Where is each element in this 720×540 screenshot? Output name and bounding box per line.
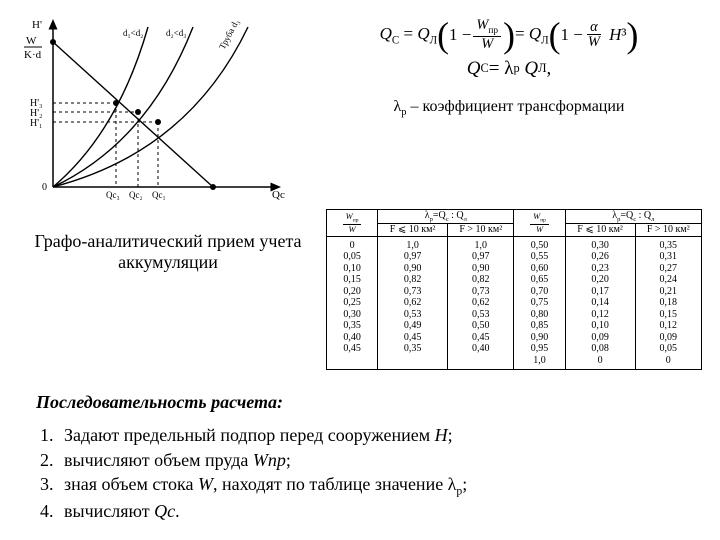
steps-list: Задают предельный подпор перед сооружени…	[36, 423, 702, 523]
table-row: 0,400,450,450,900,090,09	[327, 332, 702, 344]
table-row: 0,250,620,620,750,140,18	[327, 297, 702, 309]
table-row: 1,000	[327, 355, 702, 370]
table-row: 0,150,820,820,650,200,24	[327, 274, 702, 286]
svg-text:Qc₁: Qc₁	[152, 190, 166, 200]
svg-text:d₁<d₂: d₁<d₂	[123, 28, 143, 38]
table-row: 0,450,350,400,950,080,05	[327, 343, 702, 355]
step-1: Задают предельный подпор перед сооружени…	[58, 423, 702, 447]
y-axis-top: H'	[32, 19, 42, 31]
graph-svg: 0 H' W K·d Qc d₁<d₂ d₂<d₃ Труба d₃	[18, 12, 288, 202]
sequence-title: Последовательность расчета:	[36, 392, 702, 413]
col-sub-a: F ⩽ 10 км²	[378, 224, 448, 237]
formula-main: QC = QЛ ( 1 − WпрW ) = QЛ ( 1 − αW H³ )	[316, 18, 702, 52]
step-4: вычисляют Qс.	[58, 499, 702, 523]
col-sub-b: F > 10 км²	[448, 224, 514, 237]
svg-text:d₂<d₃: d₂<d₃	[166, 28, 186, 38]
formula-second: QC = λр QЛ ,	[316, 58, 702, 80]
svg-text:Qc₃: Qc₃	[106, 190, 120, 200]
table-row: 0,050,970,970,550,260,31	[327, 251, 702, 263]
y-label-kd: K·d	[24, 49, 42, 61]
table-row: 01,01,00,500,300,35	[327, 236, 702, 251]
table-panel: WпрW λp=Qc : Qл WпрW λp=Qc : Qл F ⩽ 10 к…	[326, 209, 702, 370]
origin-label: 0	[42, 182, 47, 193]
table-row: 0,350,490,500,850,100,12	[327, 320, 702, 332]
y-label-w: W	[26, 35, 37, 47]
svg-text:Труба d₃: Труба d₃	[217, 18, 241, 51]
table-row: 0,100,900,900,600,230,27	[327, 263, 702, 275]
col-sub-b2: F > 10 км²	[635, 224, 701, 237]
x-axis-label: Qc	[272, 189, 285, 201]
caption-left: Графо-аналитический прием учета аккумуля…	[18, 209, 326, 370]
col-sub-a2: F ⩽ 10 км²	[565, 224, 635, 237]
coeff-text: – коэффициент трансформации	[406, 98, 624, 115]
table-row: 0,200,730,730,700,170,21	[327, 286, 702, 298]
step-2: вычисляют объем пруда Wпр;	[58, 448, 702, 472]
svg-text:H'₁: H'₁	[30, 118, 43, 129]
svg-text:Qc₂: Qc₂	[129, 190, 143, 200]
formula-panel: QC = QЛ ( 1 − WпрW ) = QЛ ( 1 − αW H³ ) …	[298, 12, 702, 118]
lambda-caption: λр – коэффициент трансформации	[316, 98, 702, 118]
table-row: 0,300,530,530,800,120,15	[327, 309, 702, 321]
step-3: зная объем стока W, находят по таблице з…	[58, 472, 702, 499]
graph-panel: 0 H' W K·d Qc d₁<d₂ d₂<d₃ Труба d₃	[18, 12, 298, 207]
data-table: WпрW λp=Qc : Qл WпрW λp=Qc : Qл F ⩽ 10 к…	[326, 209, 702, 370]
